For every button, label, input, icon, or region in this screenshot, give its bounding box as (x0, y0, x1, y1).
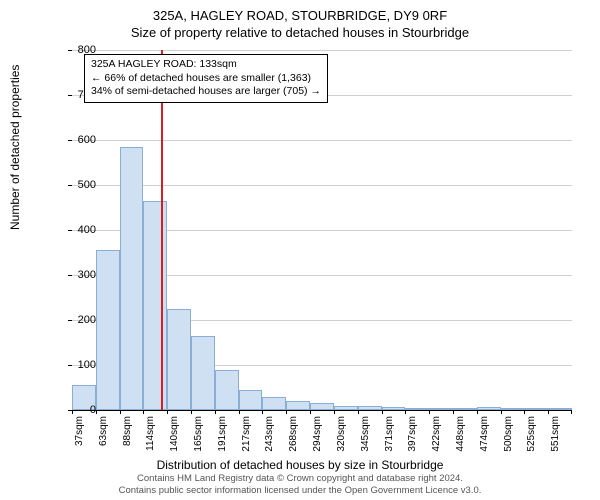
footer-line1: Contains HM Land Registry data © Crown c… (0, 473, 600, 484)
ytick-label: 500 (66, 179, 96, 191)
plot-area: 325A HAGLEY ROAD: 133sqm ← 66% of detach… (72, 50, 572, 411)
xtick-mark (215, 410, 216, 414)
xtick-mark (571, 410, 572, 414)
histogram-bar (120, 147, 144, 410)
histogram-bar (334, 406, 358, 411)
xtick-label: 448sqm (455, 416, 466, 456)
xtick-mark (477, 410, 478, 414)
histogram-bar (310, 403, 334, 410)
xtick-label: 422sqm (431, 416, 442, 456)
xtick-label: 345sqm (360, 416, 371, 456)
xtick-mark (334, 410, 335, 414)
chart-title-address: 325A, HAGLEY ROAD, STOURBRIDGE, DY9 0RF (0, 0, 600, 23)
ytick-label: 0 (66, 404, 96, 416)
xtick-label: 371sqm (384, 416, 395, 456)
xtick-mark (429, 410, 430, 414)
histogram-bar (453, 408, 477, 410)
histogram-bar (191, 336, 215, 410)
xtick-label: 140sqm (169, 416, 180, 456)
xtick-label: 191sqm (217, 416, 228, 456)
xtick-label: 551sqm (550, 416, 561, 456)
histogram-bar (167, 309, 191, 410)
xtick-mark (286, 410, 287, 414)
xtick-label: 88sqm (122, 416, 133, 456)
xtick-mark (310, 410, 311, 414)
histogram-bar (96, 250, 120, 410)
histogram-bar (239, 390, 263, 410)
histogram-bar (286, 401, 310, 410)
histogram-bar (548, 408, 572, 410)
xtick-label: 165sqm (193, 416, 204, 456)
info-line3: 34% of semi-detached houses are larger (… (91, 85, 321, 99)
xtick-mark (548, 410, 549, 414)
xtick-label: 243sqm (264, 416, 275, 456)
xtick-label: 320sqm (336, 416, 347, 456)
ytick-label: 600 (66, 134, 96, 146)
ytick-label: 300 (66, 269, 96, 281)
xtick-label: 525sqm (526, 416, 537, 456)
y-axis-label: Number of detached properties (8, 65, 22, 230)
xtick-mark (405, 410, 406, 414)
xtick-mark (262, 410, 263, 414)
histogram-bar (262, 397, 286, 410)
xtick-mark (358, 410, 359, 414)
xtick-mark (453, 410, 454, 414)
ytick-label: 100 (66, 359, 96, 371)
chart-title-desc: Size of property relative to detached ho… (0, 23, 600, 40)
gridline (72, 50, 572, 51)
xtick-mark (524, 410, 525, 414)
histogram-bar (382, 407, 406, 410)
histogram-bar (477, 407, 501, 410)
xtick-mark (191, 410, 192, 414)
histogram-bar (215, 370, 239, 411)
reference-line (161, 50, 163, 410)
footer: Contains HM Land Registry data © Crown c… (0, 473, 600, 496)
xtick-label: 63sqm (98, 416, 109, 456)
chart-container: 325A, HAGLEY ROAD, STOURBRIDGE, DY9 0RF … (0, 0, 600, 500)
histogram-bar (501, 408, 525, 410)
xtick-label: 37sqm (74, 416, 85, 456)
info-line2: ← 66% of detached houses are smaller (1,… (91, 72, 321, 86)
histogram-bar (524, 408, 548, 410)
info-line1: 325A HAGLEY ROAD: 133sqm (91, 58, 321, 72)
xtick-label: 268sqm (288, 416, 299, 456)
xtick-label: 500sqm (503, 416, 514, 456)
xtick-mark (382, 410, 383, 414)
footer-line2: Contains public sector information licen… (0, 485, 600, 496)
ytick-label: 200 (66, 314, 96, 326)
xtick-label: 294sqm (312, 416, 323, 456)
xtick-label: 114sqm (145, 416, 156, 456)
xtick-mark (501, 410, 502, 414)
x-axis-label: Distribution of detached houses by size … (0, 458, 600, 472)
xtick-mark (239, 410, 240, 414)
xtick-mark (120, 410, 121, 414)
gridline (72, 140, 572, 141)
xtick-label: 217sqm (241, 416, 252, 456)
histogram-bar (143, 201, 167, 410)
xtick-mark (143, 410, 144, 414)
gridline (72, 185, 572, 186)
histogram-bar (405, 408, 429, 410)
histogram-bar (358, 406, 382, 410)
histogram-bar (429, 408, 453, 410)
xtick-label: 474sqm (479, 416, 490, 456)
ytick-label: 400 (66, 224, 96, 236)
xtick-label: 397sqm (407, 416, 418, 456)
xtick-mark (167, 410, 168, 414)
info-box: 325A HAGLEY ROAD: 133sqm ← 66% of detach… (84, 54, 328, 103)
